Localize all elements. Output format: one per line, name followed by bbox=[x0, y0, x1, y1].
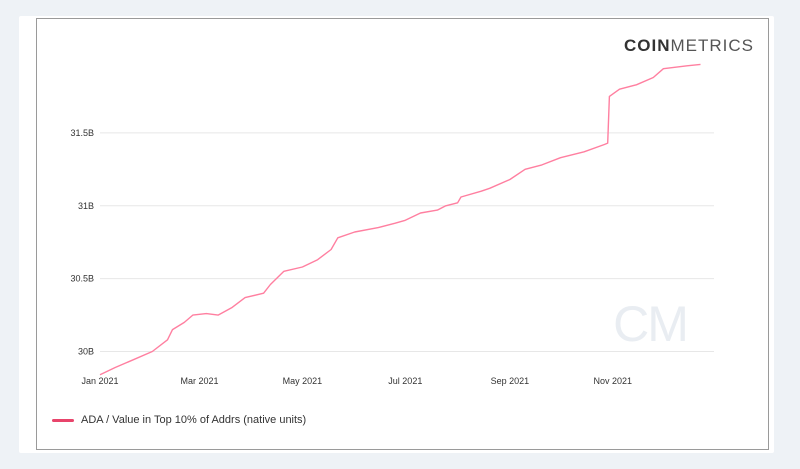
coinmetrics-logo: COINMETRICS bbox=[624, 36, 754, 56]
y-tick-label: 30B bbox=[78, 347, 94, 357]
y-tick-label: 31B bbox=[78, 201, 94, 211]
x-tick-label: Mar 2021 bbox=[181, 376, 219, 386]
x-tick-label: Nov 2021 bbox=[594, 376, 633, 386]
brand-part2: METRICS bbox=[670, 36, 754, 55]
legend-label: ADA / Value in Top 10% of Addrs (native … bbox=[81, 414, 307, 426]
y-tick-label: 30.5B bbox=[70, 274, 94, 284]
x-tick-label: Jul 2021 bbox=[388, 376, 422, 386]
brand-part1: COIN bbox=[624, 36, 671, 55]
y-tick-label: 31.5B bbox=[70, 128, 94, 138]
x-tick-label: May 2021 bbox=[283, 376, 323, 386]
chart-frame bbox=[36, 18, 769, 450]
watermark-logo: CM bbox=[613, 296, 687, 352]
chart-card bbox=[19, 16, 774, 453]
x-tick-label: Sep 2021 bbox=[491, 376, 530, 386]
chart-legend[interactable]: ADA / Value in Top 10% of Addrs (native … bbox=[52, 414, 306, 426]
legend-swatch bbox=[52, 418, 74, 422]
series-line-ada bbox=[99, 63, 701, 376]
x-tick-label: Jan 2021 bbox=[81, 376, 118, 386]
